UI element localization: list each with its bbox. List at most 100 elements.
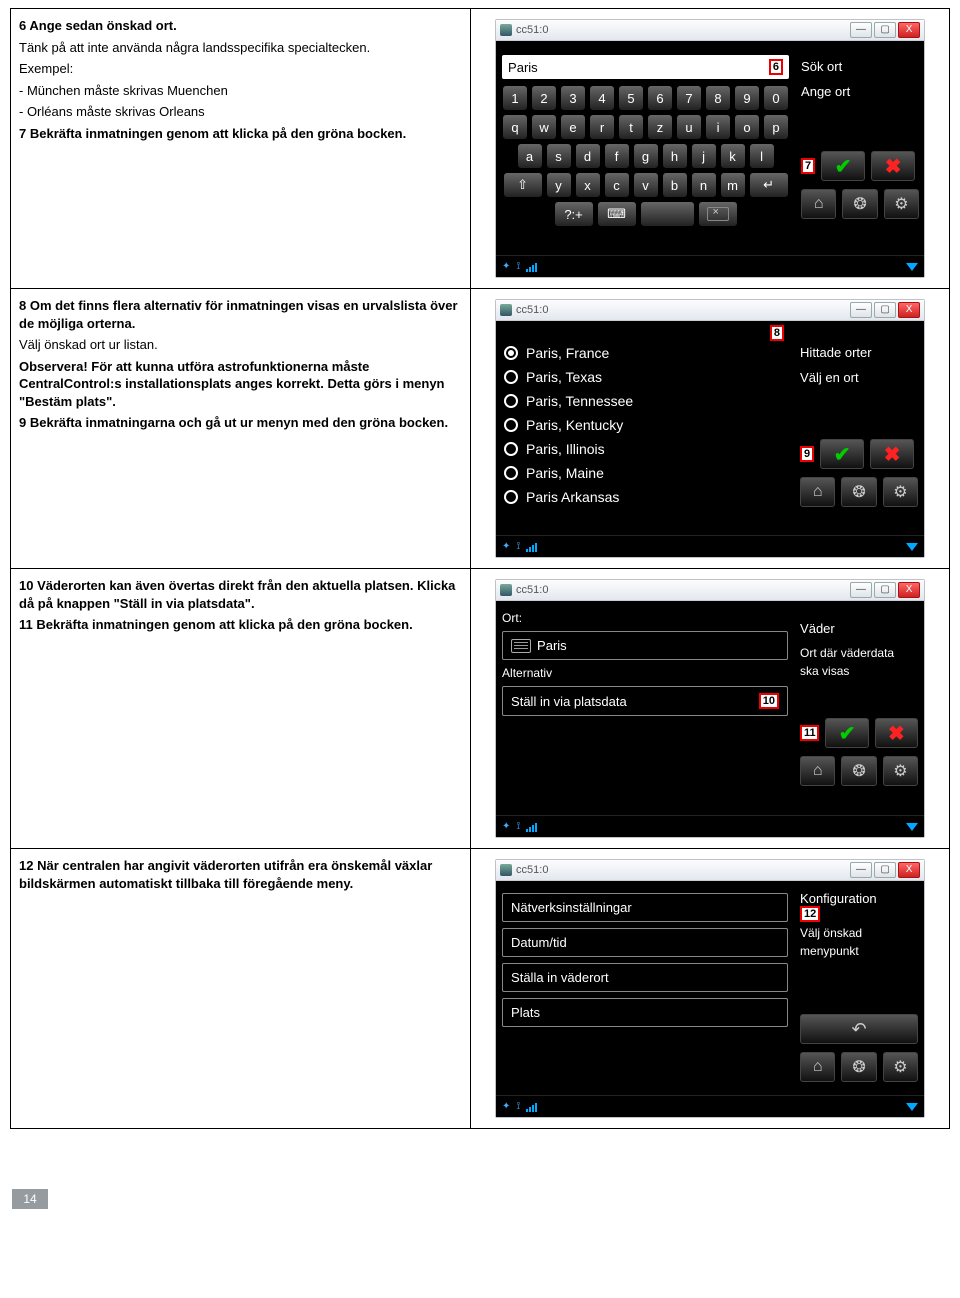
city-option[interactable]: Paris, Illinois [502,437,788,461]
radio-icon [504,346,518,360]
key[interactable]: n [691,172,717,198]
key[interactable]: c [604,172,630,198]
key[interactable]: ⇧ [503,172,543,198]
maximize-button[interactable]: ▢ [874,582,896,598]
key[interactable]: t [618,114,644,140]
side-valj-a: Välj önskad [800,926,918,940]
settings-button[interactable]: ⚙ [883,477,918,507]
key[interactable]: ?:+ [554,201,594,227]
close-button[interactable]: X [898,22,920,38]
step-12-text: 12 När centralen har angivit väderorten … [11,849,471,1129]
maximize-button[interactable]: ▢ [874,862,896,878]
key[interactable]: k [720,143,746,169]
key[interactable]: 4 [589,85,615,111]
close-button[interactable]: X [898,582,920,598]
key[interactable]: j [691,143,717,169]
scroll-down-icon [906,263,918,271]
key[interactable]: 1 [502,85,528,111]
key[interactable]: i [705,114,731,140]
key[interactable]: x [575,172,601,198]
city-option[interactable]: Paris, France [502,341,788,365]
key[interactable]: 0 [763,85,789,111]
city-input[interactable]: Paris 6 [502,55,789,79]
key[interactable]: f [604,143,630,169]
maximize-button[interactable]: ▢ [874,22,896,38]
close-button[interactable]: X [898,862,920,878]
confirm-button[interactable]: ✔ [821,151,865,181]
menu-datetime[interactable]: Datum/tid [502,928,788,957]
screenshot-3-cell: cc51:0 — ▢ X Ort: Paris Alternativ Ställ… [471,569,950,849]
minimize-button[interactable]: — [850,22,872,38]
set-via-location-button[interactable]: Ställ in via platsdata 10 [502,686,788,716]
settings-button[interactable]: ⚙ [883,756,918,786]
key[interactable]: 9 [734,85,760,111]
key[interactable]: w [531,114,557,140]
home-button[interactable]: ⌂ [800,477,835,507]
key[interactable]: h [662,143,688,169]
home-button[interactable]: ⌂ [800,756,835,786]
key[interactable]: s [546,143,572,169]
wifi-icon: ⟟ [516,1101,520,1112]
step-6-7-text: 6 Ange sedan önskad ort. Tänk på att int… [11,9,471,289]
key[interactable]: ⌨ [597,201,637,227]
settings-button[interactable]: ⚙ [883,1052,918,1082]
confirm-button[interactable]: ✔ [825,718,868,748]
minimize-button[interactable]: — [850,302,872,318]
minimize-button[interactable]: — [850,582,872,598]
key[interactable]: 6 [647,85,673,111]
menu-network[interactable]: Nätverksinställningar [502,893,788,922]
home-button[interactable]: ⌂ [800,1052,835,1082]
key[interactable]: v [633,172,659,198]
cancel-button[interactable]: ✖ [875,718,918,748]
globe-button[interactable]: ❂ [842,189,877,219]
key[interactable]: e [560,114,586,140]
ort-value-box[interactable]: Paris [502,631,788,660]
key[interactable]: 7 [676,85,702,111]
key-backspace[interactable] [698,201,738,227]
key[interactable]: z [647,114,673,140]
key[interactable]: 8 [705,85,731,111]
key[interactable]: m [720,172,746,198]
globe-button[interactable]: ❂ [841,1052,876,1082]
key[interactable]: a [517,143,543,169]
key[interactable]: q [502,114,528,140]
key[interactable]: b [662,172,688,198]
screenshot-4-cell: cc51:0 — ▢ X Nätverksinställningar Datum… [471,849,950,1129]
city-option[interactable]: Paris, Texas [502,365,788,389]
key[interactable]: u [676,114,702,140]
window-titlebar: cc51:0 — ▢ X [496,300,924,321]
settings-button[interactable]: ⚙ [884,189,919,219]
menu-weather[interactable]: Ställa in väderort [502,963,788,992]
confirm-button[interactable]: ✔ [820,439,864,469]
key-space[interactable] [640,201,695,227]
key[interactable]: 2 [531,85,557,111]
city-option[interactable]: Paris, Maine [502,461,788,485]
back-button[interactable]: ↶ [800,1014,918,1044]
minimize-button[interactable]: — [850,862,872,878]
step6-line2: Tänk på att inte använda några landsspec… [19,39,462,57]
globe-button[interactable]: ❂ [841,477,876,507]
city-option[interactable]: Paris, Tennessee [502,389,788,413]
key[interactable]: p [763,114,789,140]
close-button[interactable]: X [898,302,920,318]
home-button[interactable]: ⌂ [801,189,836,219]
onscreen-keyboard[interactable]: 1234567890 qwertzuiop asdfghjkl ⇧yxcvbnm… [502,85,789,227]
globe-button[interactable]: ❂ [841,756,876,786]
key[interactable]: y [546,172,572,198]
side-title-ange: Ange ort [801,84,919,99]
key[interactable]: 3 [560,85,586,111]
cancel-button[interactable]: ✖ [870,439,914,469]
key[interactable]: g [633,143,659,169]
key[interactable]: ↵ [749,172,789,198]
key[interactable]: 5 [618,85,644,111]
key[interactable]: d [575,143,601,169]
city-option[interactable]: Paris, Kentucky [502,413,788,437]
key[interactable]: o [734,114,760,140]
city-option[interactable]: Paris Arkansas [502,485,788,509]
menu-location[interactable]: Plats [502,998,788,1027]
key[interactable]: r [589,114,615,140]
cancel-button[interactable]: ✖ [871,151,915,181]
key[interactable]: l [749,143,775,169]
maximize-button[interactable]: ▢ [874,302,896,318]
check-icon: ✔ [839,721,856,746]
